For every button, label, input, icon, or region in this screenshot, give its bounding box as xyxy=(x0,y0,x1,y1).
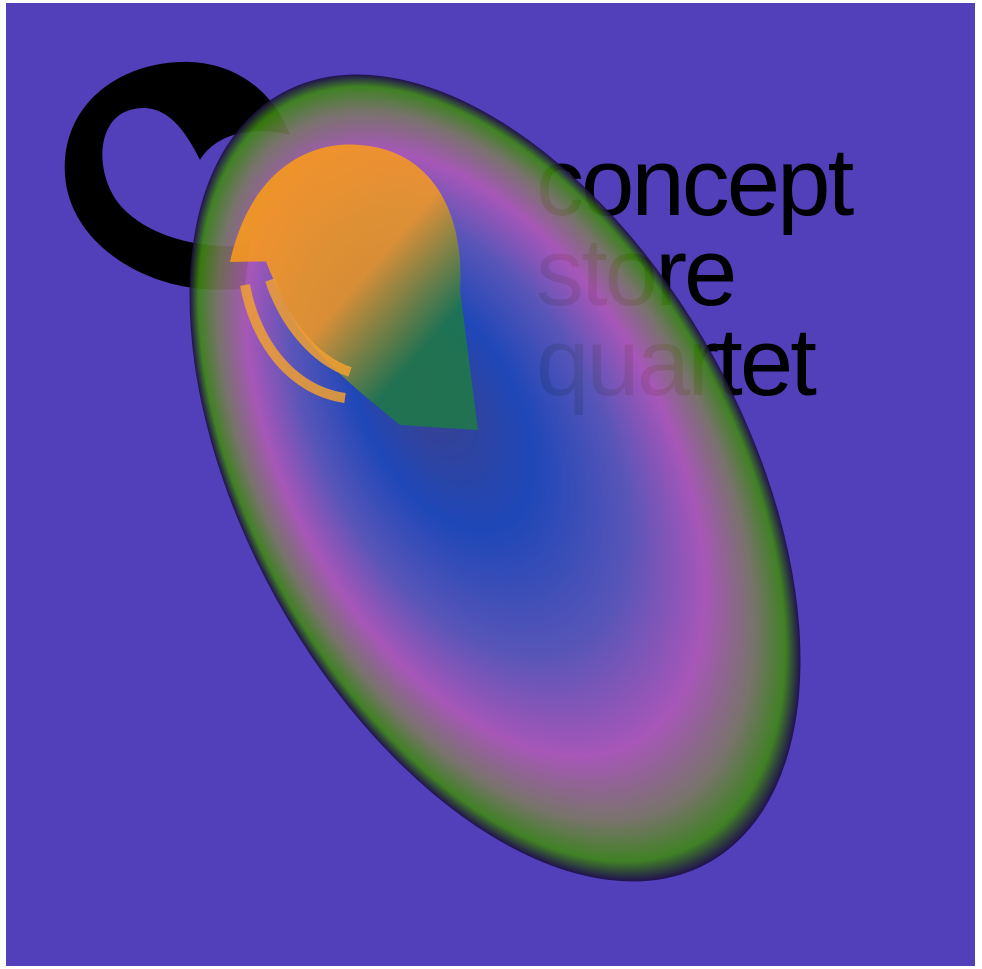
page: concept store quartet (() => { const dat… xyxy=(0,0,982,969)
artwork: concept store quartet xyxy=(0,0,982,969)
